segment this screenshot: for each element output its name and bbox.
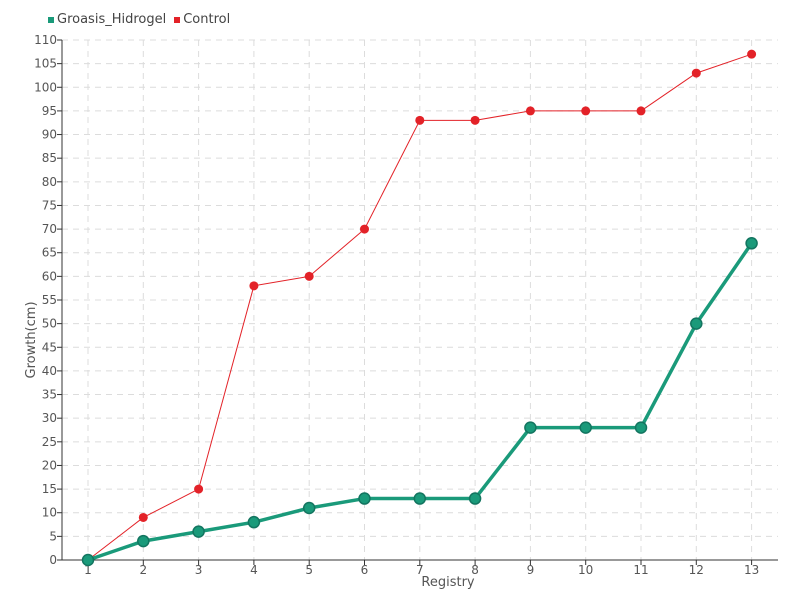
data-point-groasis	[524, 421, 537, 434]
y-tick-label: 5	[49, 529, 57, 543]
data-point-groasis	[192, 525, 205, 538]
x-tick-label: 5	[305, 563, 313, 577]
data-point-control	[636, 106, 646, 116]
legend-label-control: Control	[183, 12, 231, 27]
x-tick-label: 11	[633, 563, 648, 577]
y-tick-label: 55	[42, 293, 57, 307]
legend-label-groasis: Groasis_Hidrogel	[57, 12, 167, 27]
data-point-control	[581, 106, 591, 116]
y-tick-label: 35	[42, 388, 57, 402]
x-tick-label: 12	[689, 563, 704, 577]
y-tick-label: 45	[42, 340, 57, 354]
x-tick-label: 7	[416, 563, 424, 577]
x-tick-label: 13	[744, 563, 759, 577]
legend: Groasis_Hidrogel Control	[48, 12, 230, 27]
x-tick-labels: 1 2 3 4 5 6 7 8 9 10 11 12 13	[84, 563, 759, 577]
data-point-control	[304, 271, 314, 281]
y-tick-labels: 0 5 10 15 20 25 30 35 40 45 50 55 60 65 70 75 80 85 90 95 10…	[34, 33, 57, 567]
grid	[62, 39, 778, 560]
data-point-control	[415, 115, 425, 125]
data-point-groasis	[634, 421, 648, 434]
data-point-groasis	[247, 515, 261, 529]
legend-item-control[interactable]: Control	[174, 12, 230, 27]
data-point-groasis	[579, 421, 592, 434]
x-tick-label: 8	[471, 563, 479, 577]
y-tick-label: 80	[42, 175, 57, 189]
data-point-groasis	[137, 534, 150, 548]
data-point-groasis	[302, 501, 316, 515]
data-point-groasis	[690, 317, 703, 330]
y-tick-label: 65	[42, 246, 57, 260]
x-tick-label: 10	[578, 563, 593, 577]
data-point-groasis	[413, 492, 427, 505]
y-tick-label: 75	[42, 198, 57, 212]
y-tick-label: 95	[42, 104, 57, 118]
x-axis-title: Registry	[421, 575, 475, 590]
legend-swatch-control	[174, 16, 181, 23]
y-tick-label: 25	[42, 435, 57, 449]
data-point-groasis	[358, 492, 371, 505]
data-point-control	[138, 512, 148, 522]
data-point-control	[691, 68, 701, 78]
x-tick-label: 1	[84, 563, 92, 577]
x-tick-label: 3	[195, 563, 203, 577]
series-layer	[81, 49, 758, 567]
y-tick-label: 70	[42, 222, 57, 236]
y-tick-label: 40	[42, 364, 57, 378]
x-tick-label: 6	[361, 563, 369, 577]
legend-item-groasis[interactable]: Groasis_Hidrogel	[48, 12, 166, 27]
y-tick-label: 20	[42, 458, 57, 472]
data-point-groasis	[81, 553, 95, 567]
legend-swatch-groasis	[48, 16, 54, 23]
y-tick-label: 85	[42, 151, 57, 165]
data-point-control	[360, 224, 369, 234]
y-tick-label: 30	[42, 411, 57, 425]
y-tick-label: 110	[34, 33, 57, 47]
y-tick-label: 15	[42, 482, 57, 496]
x-tick-label: 9	[527, 563, 535, 577]
x-tick-label: 2	[139, 563, 147, 577]
y-tick-label: 10	[42, 506, 57, 520]
y-tick-label: 50	[42, 317, 57, 331]
x-tick-label: 4	[250, 563, 258, 577]
y-tick-label: 105	[34, 57, 57, 71]
data-point-control	[194, 484, 204, 494]
data-point-groasis	[745, 237, 758, 250]
data-point-control	[470, 115, 480, 125]
y-axis-title: Growth(cm)	[24, 301, 39, 378]
y-tick-label: 90	[42, 128, 57, 142]
data-point-control	[249, 281, 259, 291]
data-point-control	[525, 106, 535, 116]
y-tick-label: 0	[49, 553, 57, 567]
y-tick-label: 60	[42, 269, 57, 283]
y-tick-label: 100	[34, 80, 57, 94]
data-point-groasis	[468, 492, 482, 505]
data-point-control	[747, 49, 757, 59]
